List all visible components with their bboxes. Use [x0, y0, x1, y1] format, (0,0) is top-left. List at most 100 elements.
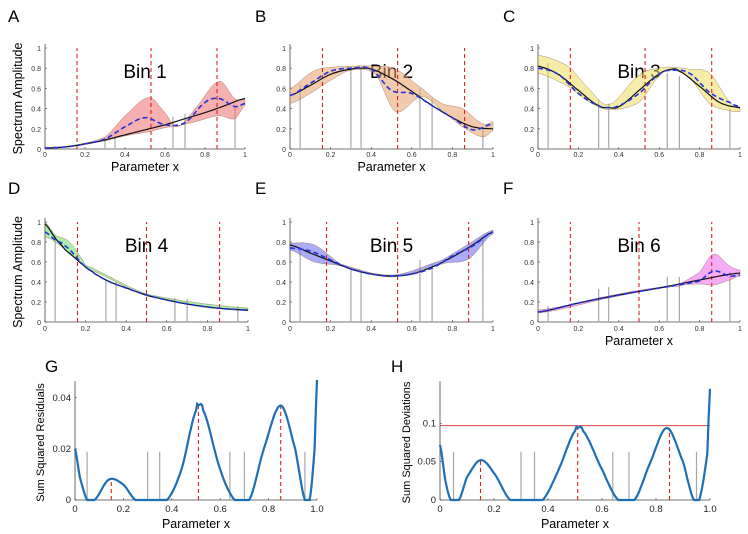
y-tick-label: 0.8 [276, 240, 286, 247]
x-tick-label: 1 [738, 326, 742, 333]
y-tick-label: 0 [37, 320, 41, 327]
x-axis-label: Parameter x [605, 334, 674, 348]
x-tick-label: 1 [738, 152, 742, 159]
x-tick-label: 0.2 [326, 326, 336, 333]
x-tick-label: 0.4 [614, 152, 624, 159]
y-tick-label: 0.8 [524, 240, 534, 247]
y-tick-label: 0.2 [276, 300, 286, 307]
uncertainty-band [289, 65, 494, 138]
mean-curve [289, 231, 494, 277]
x-tick-label: 0.4 [120, 152, 130, 159]
true-curve [289, 67, 494, 130]
x-tick-label: 0.4 [541, 504, 554, 515]
y-tick-label: 1 [37, 46, 41, 53]
y-tick-label: 1 [282, 220, 286, 227]
panel-label-g: G [45, 357, 58, 376]
x-tick-label: 0 [72, 504, 77, 515]
y-tick-label: 0.2 [31, 127, 41, 134]
mean-curve [537, 67, 741, 109]
x-tick-label: 0.2 [117, 504, 130, 515]
panel-e: E 0 0.2 0.4 0.6 0.8 1 0 0.2 0.4 0.6 0.8 1 Bin 5 [255, 179, 495, 333]
y-axis-label: Sum Squared Residuals [35, 383, 47, 502]
panel-g: G 0 0.2 0.4 0.6 0.8 1.0 0 0.02 0.04 Parameter x Sum… [35, 357, 324, 531]
x-tick-label: 0.8 [200, 152, 210, 159]
x-tick-label: 0.8 [262, 504, 275, 515]
panel-title: Bin 6 [617, 236, 660, 257]
y-tick-label: 0 [530, 147, 534, 154]
uncertainty-band [537, 253, 741, 314]
x-tick-label: 0.2 [326, 152, 336, 159]
x-tick-label: 0 [288, 326, 292, 333]
uncertainty-band [537, 54, 741, 112]
x-tick-label: 0 [437, 504, 442, 515]
x-tick-label: 0.2 [574, 152, 584, 159]
y-axis-label: Sum Squared Deviations [401, 381, 413, 503]
y-tick-label: 0 [282, 320, 286, 327]
panel-d: D 0 0.2 0.4 0.6 0.8 1 0 0.2 0.4 0.6 0.8 1 Bin 4 Spectr… [8, 179, 250, 333]
x-tick-label: 1.0 [703, 504, 716, 515]
x-tick-label: 0.6 [654, 326, 664, 333]
y-tick-label: 1 [37, 220, 41, 227]
x-tick-label: 0 [43, 326, 47, 333]
x-axis-label: Parameter x [111, 160, 180, 174]
y-tick-label: 0.6 [276, 260, 286, 267]
x-tick-label: 1 [491, 326, 495, 333]
y-tick-label: 1 [282, 46, 286, 53]
x-tick-label: 0.4 [165, 504, 178, 515]
y-tick-label: 0.6 [524, 86, 534, 93]
y-tick-label: 0 [37, 147, 41, 154]
x-tick-label: 0.6 [654, 152, 664, 159]
x-tick-label: 0.2 [574, 326, 584, 333]
x-tick-label: 1 [491, 152, 495, 159]
y-tick-label: 0.6 [276, 86, 286, 93]
y-axis-label: Spectrum Amplitude [11, 216, 25, 328]
x-tick-label: 0.8 [649, 504, 662, 515]
panel-label-d: D [8, 179, 20, 198]
x-tick-label: 1 [243, 152, 247, 159]
y-tick-label: 0 [282, 147, 286, 154]
y-tick-label: 0.6 [524, 260, 534, 267]
x-tick-label: 0 [536, 326, 540, 333]
y-tick-label: 0.8 [31, 240, 41, 247]
x-tick-label: 0.8 [695, 326, 705, 333]
y-tick-label: 0 [530, 320, 534, 327]
x-tick-label: 0 [43, 152, 47, 159]
y-tick-label: 0.2 [31, 300, 41, 307]
y-tick-label: 0.05 [418, 457, 437, 468]
y-tick-label: 0.2 [276, 127, 286, 134]
y-tick-label: 0.4 [524, 107, 534, 114]
y-tick-label: 0.02 [53, 444, 72, 455]
y-tick-label: 0.4 [276, 107, 286, 114]
mean-curve [44, 231, 248, 311]
y-tick-label: 1 [530, 46, 534, 53]
x-tick-label: 0.8 [203, 326, 213, 333]
x-tick-label: 0.8 [448, 152, 458, 159]
x-tick-label: 0.8 [695, 152, 705, 159]
x-tick-label: 0.8 [448, 326, 458, 333]
y-tick-label: 0.04 [53, 393, 72, 404]
x-axis-label: Parameter x [162, 517, 231, 531]
y-tick-label: 0.6 [31, 86, 41, 93]
x-tick-label: 0.4 [121, 326, 131, 333]
x-tick-label: 0.6 [162, 326, 172, 333]
x-tick-label: 0.6 [214, 504, 227, 515]
y-tick-label: 0.2 [524, 300, 534, 307]
x-tick-label: 1 [246, 326, 250, 333]
y-tick-label: 0.8 [276, 66, 286, 73]
y-tick-label: 0.6 [31, 260, 41, 267]
x-tick-label: 0 [288, 152, 292, 159]
panel-label-b: B [255, 7, 266, 26]
y-tick-label: 0 [66, 495, 71, 506]
panel-label-c: C [503, 7, 515, 26]
x-tick-label: 0.6 [407, 152, 417, 159]
y-tick-label: 0.1 [423, 418, 436, 429]
x-tick-label: 0.6 [407, 326, 417, 333]
y-tick-label: 1 [530, 220, 534, 227]
residual-curve [438, 388, 712, 502]
panel-f: F 0 0.2 0.4 0.6 0.8 1 0 0.2 0.4 0.6 0.8 1 Bin 6 Parame… [503, 179, 742, 348]
panel-a: A 0 0.2 0.4 0.6 0.8 1 0 0.2 0.4 0.6 0.8 1 Bin 1 Parame… [8, 7, 247, 174]
